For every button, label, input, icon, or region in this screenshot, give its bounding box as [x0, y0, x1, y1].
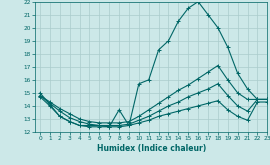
X-axis label: Humidex (Indice chaleur): Humidex (Indice chaleur): [97, 144, 206, 153]
